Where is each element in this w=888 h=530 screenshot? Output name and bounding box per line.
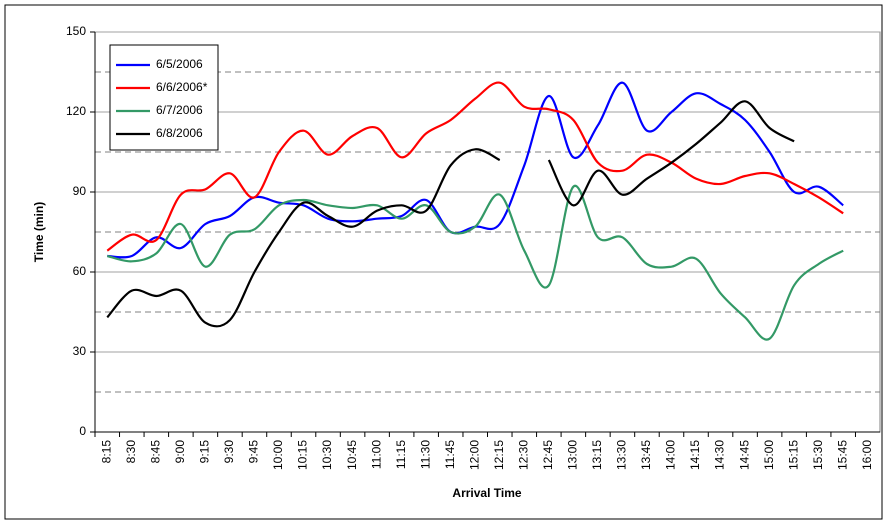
series-line (106, 81, 844, 252)
x-tick-label: 14:30 (713, 440, 727, 470)
y-tick-label: 0 (79, 424, 86, 438)
x-tick-label: 14:00 (664, 440, 678, 470)
x-tick-label: 15:00 (762, 440, 776, 470)
y-tick-label: 90 (73, 184, 87, 198)
x-tick-label: 15:15 (786, 440, 800, 470)
x-tick-label: 15:45 (835, 440, 849, 470)
x-tick-label: 10:15 (296, 440, 310, 470)
x-tick-label: 9:00 (173, 440, 187, 464)
x-tick-label: 9:45 (247, 440, 261, 464)
x-tick-label: 15:30 (811, 440, 825, 470)
x-tick-label: 13:00 (566, 440, 580, 470)
x-axis-title: Arrival Time (452, 486, 521, 500)
legend-label: 6/7/2006 (156, 103, 203, 117)
legend-label: 6/5/2006 (156, 57, 203, 71)
x-tick-label: 11:45 (443, 440, 457, 469)
x-tick-label: 13:15 (590, 440, 604, 470)
x-tick-label: 8:30 (124, 440, 138, 464)
y-tick-label: 60 (73, 264, 87, 278)
series-line (106, 184, 844, 341)
x-tick-label: 14:45 (737, 440, 751, 470)
x-tick-label: 12:45 (541, 440, 555, 470)
x-tick-label: 11:15 (394, 440, 408, 469)
y-axis-title: Time (min) (32, 202, 46, 262)
x-tick-label: 13:45 (639, 440, 653, 470)
x-tick-label: 11:30 (418, 440, 432, 469)
x-tick-label: 12:30 (516, 440, 530, 470)
legend-label: 6/8/2006 (156, 126, 203, 140)
x-tick-label: 10:45 (345, 440, 359, 470)
legend-box (109, 44, 219, 151)
x-tick-label: 10:00 (271, 440, 285, 470)
legend-label: 6/6/2006* (156, 80, 208, 94)
x-tick-label: 16:00 (860, 440, 874, 470)
x-tick-label: 13:30 (615, 440, 629, 470)
x-tick-label: 12:00 (467, 440, 481, 470)
y-tick-label: 150 (66, 24, 86, 38)
x-tick-label: 11:00 (369, 440, 383, 469)
y-tick-label: 30 (73, 344, 87, 358)
y-tick-label: 120 (66, 104, 86, 118)
x-tick-label: 12:15 (492, 440, 506, 470)
series-line (106, 100, 795, 328)
x-tick-label: 10:30 (320, 440, 334, 470)
x-tick-label: 8:45 (149, 440, 163, 464)
x-tick-label: 9:15 (198, 440, 212, 464)
x-tick-label: 14:15 (688, 440, 702, 470)
x-tick-label: 9:30 (222, 440, 236, 464)
x-tick-label: 8:15 (99, 440, 113, 464)
